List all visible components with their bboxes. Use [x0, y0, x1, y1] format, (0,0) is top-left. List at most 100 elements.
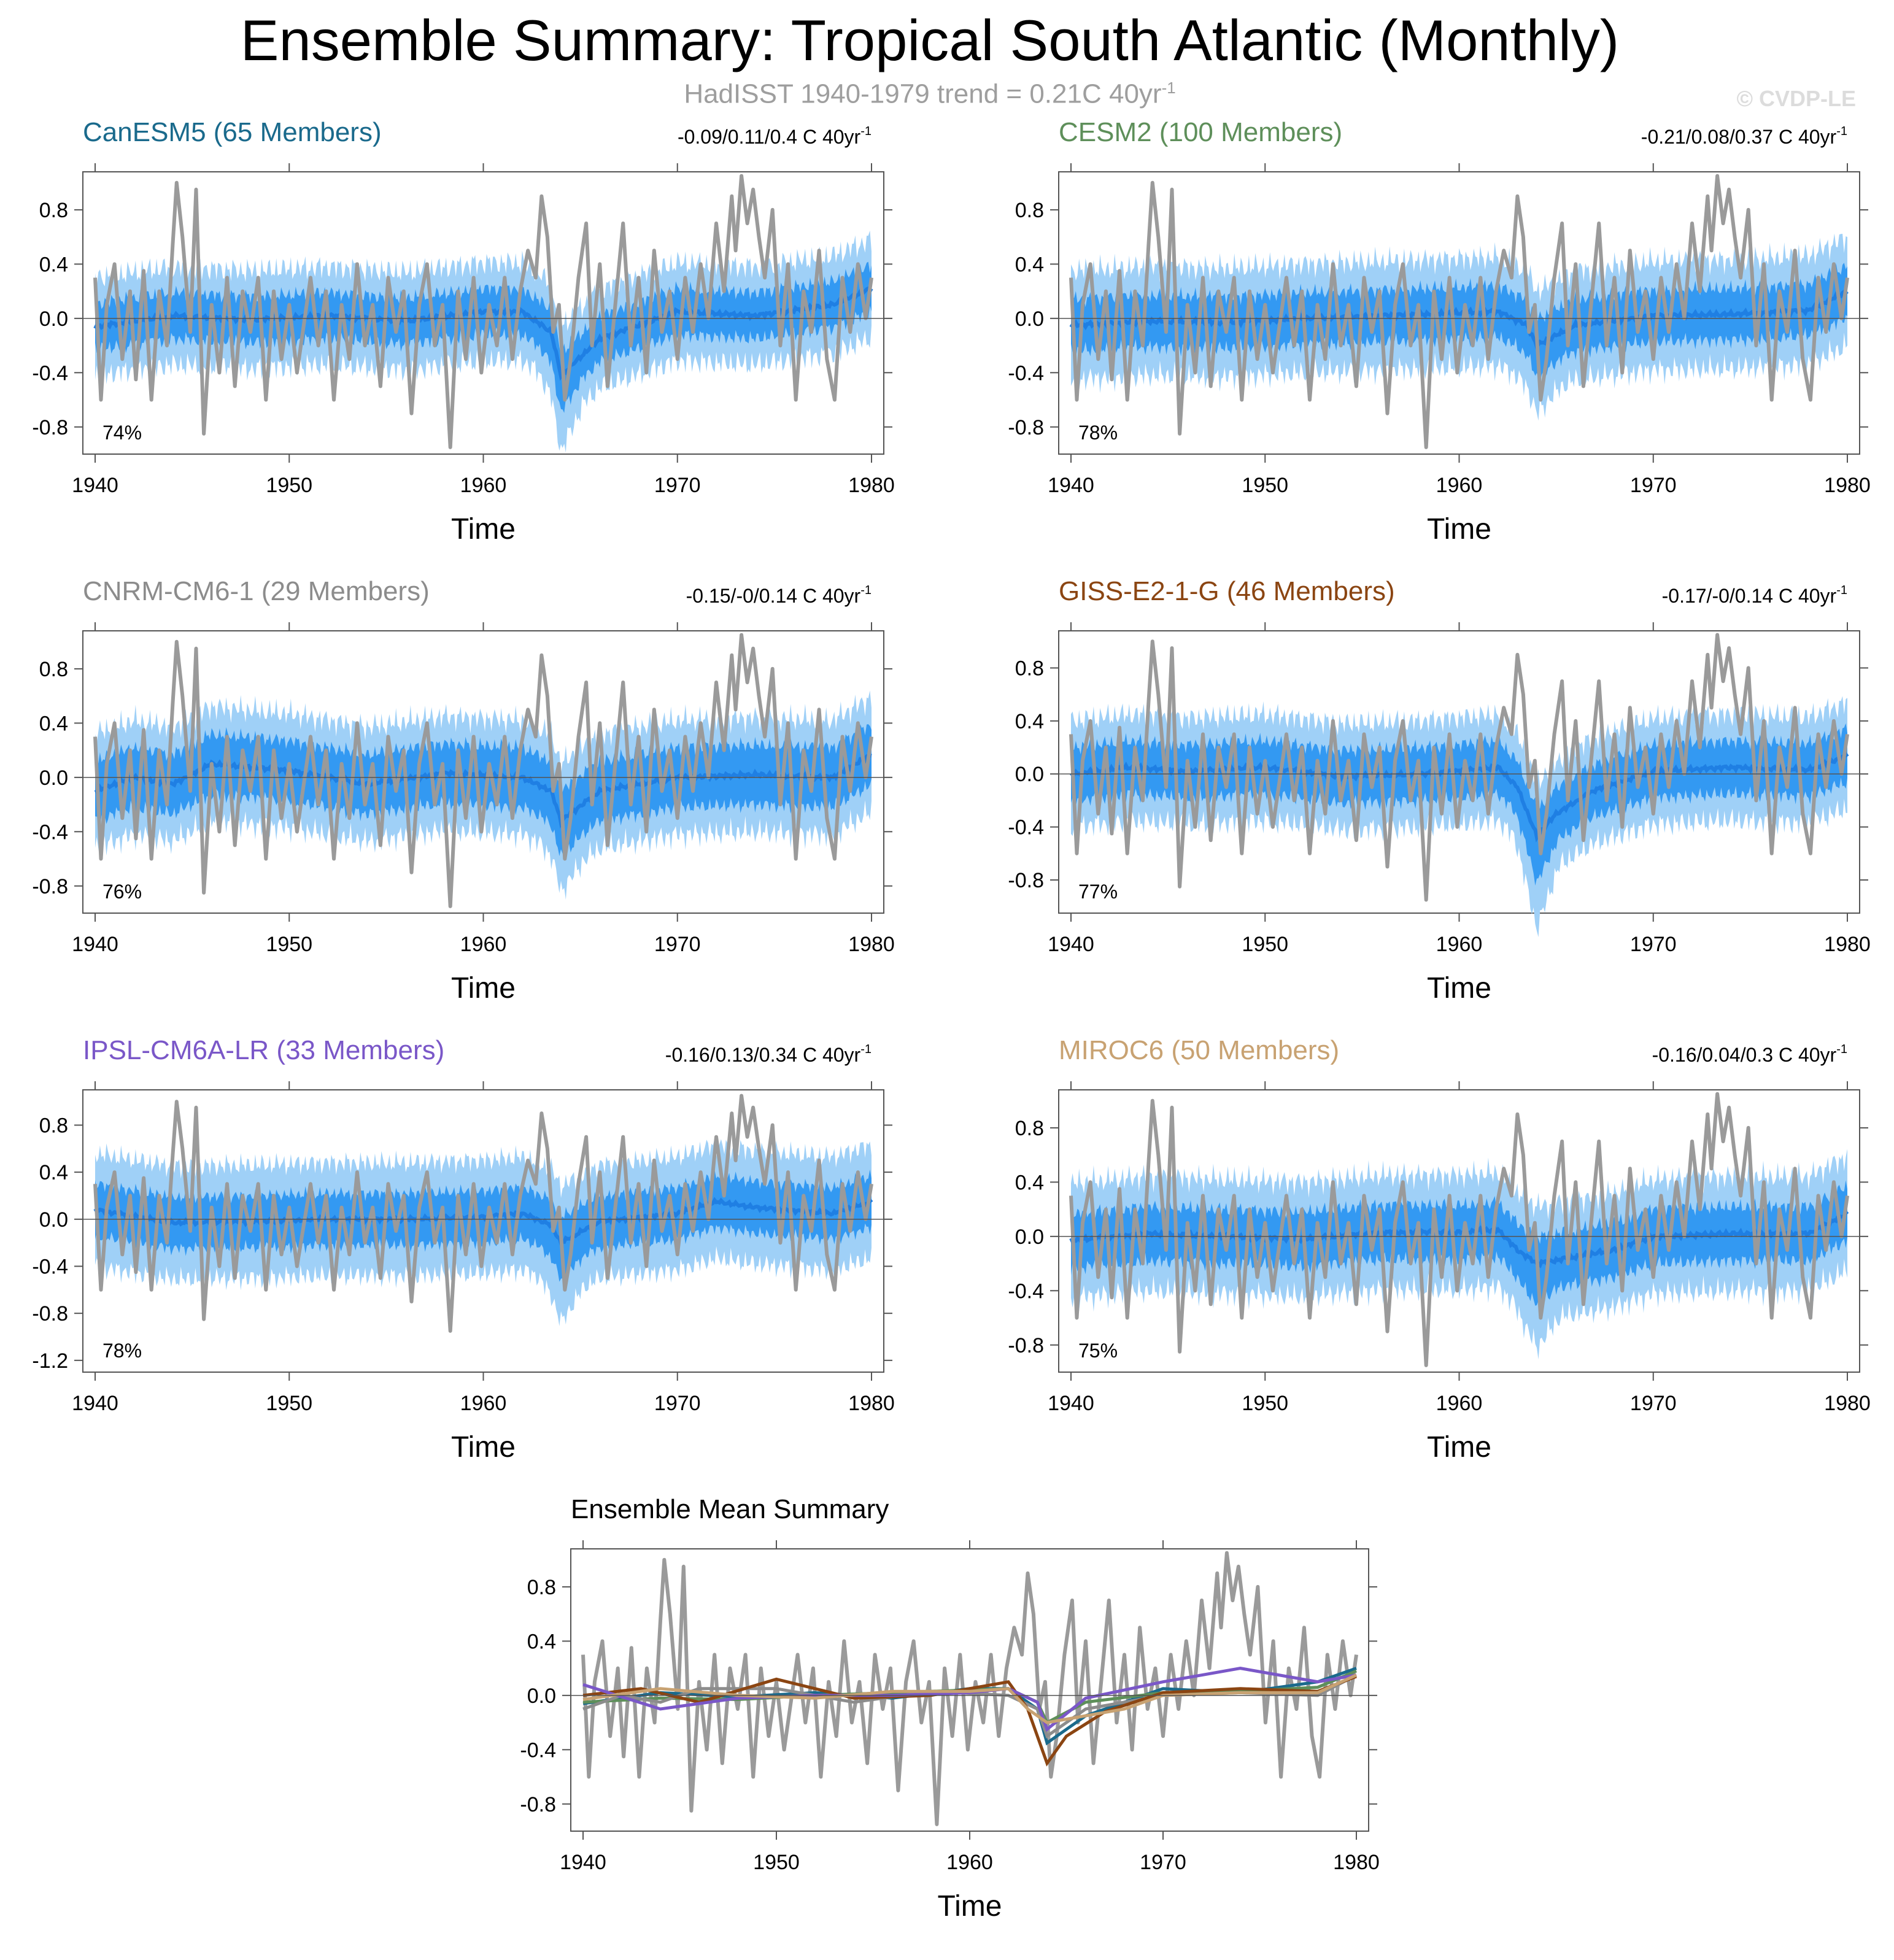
observed-trend-subtitle: HadISST 1940-1979 trend = 0.21C 40yr-1 — [0, 79, 1860, 110]
y-tick-label: -0.4 — [32, 820, 68, 844]
x-tick-label: 1950 — [1242, 1392, 1288, 1415]
panel-title: CanESM5 (65 Members) — [83, 117, 382, 147]
x-tick-label: 1940 — [72, 1392, 118, 1415]
x-tick-label: 1980 — [1824, 933, 1871, 956]
y-tick-label: -0.8 — [1008, 416, 1044, 439]
x-tick-label: 1960 — [946, 1851, 993, 1874]
x-tick-label: 1950 — [266, 933, 312, 956]
y-tick-label: 0.4 — [527, 1630, 556, 1653]
x-tick-label: 1980 — [848, 1392, 895, 1415]
percent-label: 77% — [1078, 881, 1118, 903]
y-tick-label: -0.8 — [32, 416, 68, 439]
panel-title: IPSL-CM6A-LR (33 Members) — [83, 1035, 444, 1065]
y-tick-label: -0.8 — [1008, 869, 1044, 892]
x-tick-label: 1950 — [266, 1392, 312, 1415]
observed-series-line — [93, 174, 873, 449]
y-tick-label: 0.8 — [1015, 199, 1044, 222]
x-tick-label: 1980 — [1824, 474, 1871, 497]
copyright-watermark: © CVDP-LE — [1736, 86, 1856, 111]
x-tick-label: 1970 — [1140, 1851, 1186, 1874]
observed-series-line — [1069, 633, 1849, 902]
y-tick-label: -0.4 — [1008, 361, 1044, 385]
trend-range-label: -0.17/-0/0.14 C 40yr-1 — [1662, 584, 1847, 607]
y-tick-label: -0.8 — [32, 1302, 68, 1325]
percent-label: 78% — [102, 1340, 142, 1362]
y-tick-label: 0.0 — [527, 1684, 556, 1708]
observed-series-line — [93, 633, 873, 908]
y-tick-label: -0.8 — [32, 875, 68, 898]
x-axis-label: Time — [451, 972, 516, 1005]
x-tick-label: 1980 — [1333, 1851, 1380, 1874]
y-tick-label: 0.4 — [1015, 1171, 1044, 1194]
panel-1: -0.8 -0.4 0.0 0.4 0.8 1940 1950 1960 1970 1980 Tim… — [1008, 117, 1870, 546]
trend-range-label: -0.09/0.11/0.4 C 40yr-1 — [678, 125, 872, 148]
summary-series-line-5 — [582, 1673, 1358, 1724]
inner-spread-band — [95, 724, 872, 857]
y-tick-label: 0.8 — [1015, 1117, 1044, 1140]
x-tick-label: 1940 — [1048, 1392, 1094, 1415]
x-tick-label: 1940 — [1048, 933, 1094, 956]
y-tick-label: -0.4 — [1008, 1279, 1044, 1303]
panel-title: MIROC6 (50 Members) — [1059, 1035, 1339, 1065]
panel-6: -0.8 -0.4 0.0 0.4 0.8 1940 1950 1960 1970 1980 Tim… — [520, 1494, 1379, 1923]
x-tick-label: 1940 — [560, 1851, 606, 1874]
x-tick-label: 1970 — [1630, 933, 1677, 956]
percent-label: 76% — [102, 881, 142, 903]
y-tick-label: 0.4 — [1015, 710, 1044, 733]
x-tick-label: 1960 — [460, 474, 507, 497]
panel-4: -1.2 -0.8 -0.4 0.0 0.4 0.8 1940 1950 1960 1970 198… — [32, 1035, 894, 1464]
observed-series-line — [1069, 174, 1849, 449]
y-tick-label: -0.8 — [1008, 1334, 1044, 1357]
x-axis-label: Time — [938, 1890, 1002, 1923]
x-tick-label: 1940 — [72, 933, 118, 956]
x-axis-label: Time — [451, 513, 516, 546]
x-tick-label: 1960 — [1436, 933, 1483, 956]
x-axis-label: Time — [1427, 1431, 1491, 1464]
trend-range-label: -0.16/0.04/0.3 C 40yr-1 — [1652, 1043, 1847, 1066]
percent-label: 74% — [102, 422, 142, 444]
y-tick-label: 0.4 — [1015, 253, 1044, 276]
percent-label: 75% — [1078, 1340, 1118, 1362]
y-tick-label: -0.4 — [1008, 816, 1044, 839]
panel-title: CESM2 (100 Members) — [1059, 117, 1342, 147]
inner-spread-band — [1071, 1180, 1847, 1306]
observed-series-line — [93, 1094, 873, 1333]
y-tick-label: 0.8 — [1015, 657, 1044, 680]
panel-2: -0.8 -0.4 0.0 0.4 0.8 1940 1950 1960 1970 1980 Tim… — [32, 576, 894, 1005]
percent-label: 78% — [1078, 422, 1118, 444]
x-tick-label: 1980 — [848, 933, 895, 956]
page-title: Ensemble Summary: Tropical South Atlanti… — [240, 8, 1620, 72]
x-tick-label: 1950 — [753, 1851, 800, 1874]
x-tick-label: 1970 — [1630, 474, 1677, 497]
panel-5: -0.8 -0.4 0.0 0.4 0.8 1940 1950 1960 1970 1980 Tim… — [1008, 1035, 1870, 1464]
panel-title: CNRM-CM6-1 (29 Members) — [83, 576, 430, 606]
y-tick-label: 0.0 — [1015, 763, 1044, 786]
x-tick-label: 1940 — [1048, 474, 1094, 497]
y-tick-label: -1.2 — [32, 1349, 68, 1373]
y-tick-label: 0.8 — [39, 658, 68, 681]
y-tick-label: -0.8 — [520, 1793, 556, 1816]
observed-series-line — [581, 1551, 1358, 1826]
x-tick-label: 1970 — [654, 933, 701, 956]
x-axis-label: Time — [451, 1431, 516, 1464]
x-tick-label: 1960 — [460, 933, 507, 956]
observed-series-line — [1069, 1092, 1849, 1367]
y-tick-label: 0.0 — [39, 1208, 68, 1232]
x-axis-label: Time — [1427, 513, 1491, 546]
x-tick-label: 1960 — [1436, 474, 1483, 497]
x-tick-label: 1960 — [1436, 1392, 1483, 1415]
y-tick-label: 0.0 — [1015, 1225, 1044, 1249]
trend-range-label: -0.15/-0/0.14 C 40yr-1 — [686, 584, 872, 607]
subtitle-superscript: -1 — [1161, 79, 1176, 97]
y-tick-label: 0.0 — [39, 766, 68, 790]
trend-range-label: -0.16/0.13/0.34 C 40yr-1 — [665, 1043, 872, 1066]
panel-title: GISS-E2-1-G (46 Members) — [1059, 576, 1395, 606]
subtitle-text: HadISST 1940-1979 trend = 0.21C 40yr — [684, 79, 1162, 109]
y-tick-label: -0.4 — [32, 361, 68, 385]
x-tick-label: 1940 — [72, 474, 118, 497]
inner-spread-band — [95, 1169, 872, 1283]
x-tick-label: 1980 — [1824, 1392, 1871, 1415]
y-tick-label: 0.0 — [1015, 307, 1044, 331]
inner-spread-band — [1071, 263, 1847, 383]
